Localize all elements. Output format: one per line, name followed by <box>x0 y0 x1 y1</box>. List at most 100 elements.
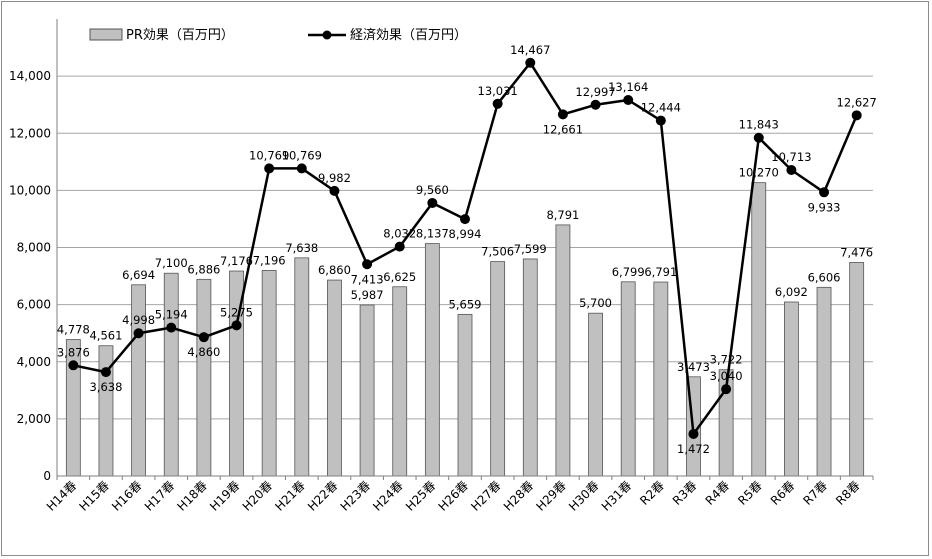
pr-bar <box>163 272 179 477</box>
economic-point-label: 10,769 <box>282 148 322 162</box>
economic-point-label: 13,164 <box>608 80 648 94</box>
legend-marker-economic <box>322 30 332 40</box>
legend-label-pr: PR効果（百万円） <box>126 28 234 43</box>
pr-bar <box>65 339 81 477</box>
economic-point <box>851 110 862 121</box>
economic-point-label: 8,994 <box>449 227 482 241</box>
pr-bar <box>588 312 603 477</box>
economic-point-label: 9,982 <box>318 171 351 185</box>
pr-bar-label: 7,599 <box>514 242 547 256</box>
y-tick-label: 4,000 <box>17 355 51 369</box>
economic-point <box>427 197 438 208</box>
economic-point <box>590 99 601 110</box>
pr-bar-label: 8,137 <box>416 227 449 241</box>
x-tick-label: R6春 <box>768 478 798 508</box>
economic-point <box>557 109 568 120</box>
x-tick-label: R7春 <box>800 478 830 508</box>
economic-point <box>786 165 797 176</box>
pr-bar-label: 5,700 <box>579 296 612 310</box>
economic-point-label: 12,627 <box>837 95 877 109</box>
pr-bar-label: 7,176 <box>220 254 253 268</box>
x-tick-label: H14春 <box>44 478 80 514</box>
pr-bar <box>522 258 538 477</box>
economic-point <box>460 214 470 225</box>
pr-bar <box>359 304 375 477</box>
economic-point <box>231 320 242 331</box>
economic-point <box>492 98 503 109</box>
pr-bar <box>294 257 310 477</box>
x-tick-label: H26春 <box>436 478 472 514</box>
economic-point-label: 3,876 <box>57 345 90 359</box>
pr-bar-label: 6,791 <box>644 265 677 279</box>
pr-bar-label: 7,196 <box>253 253 286 267</box>
pr-bar-label: 6,886 <box>187 262 220 276</box>
economic-point <box>68 360 79 371</box>
pr-bar-label: 5,987 <box>351 288 384 302</box>
economic-point <box>623 95 634 106</box>
pr-bar <box>555 224 571 477</box>
legend-swatch-pr <box>89 28 123 41</box>
economic-point-label: 3,040 <box>710 369 743 383</box>
pr-bar-label: 7,476 <box>840 245 873 259</box>
x-tick-label: H17春 <box>142 478 178 514</box>
economic-point-label: 12,661 <box>543 122 583 136</box>
pr-bar <box>490 261 506 477</box>
pr-bar-label: 3,473 <box>677 360 710 374</box>
x-tick-label: H15春 <box>77 478 113 514</box>
economic-point-label: 9,560 <box>416 183 449 197</box>
economic-point <box>133 328 144 339</box>
pr-bar <box>196 278 212 477</box>
x-tick-label: H18春 <box>174 478 210 514</box>
pr-bar <box>653 281 669 477</box>
economic-point <box>198 332 209 343</box>
x-tick-label: H16春 <box>109 478 145 514</box>
x-tick-label: H27春 <box>468 478 504 514</box>
economic-point <box>394 241 405 252</box>
x-tick-label: H25春 <box>403 478 439 514</box>
economic-point <box>329 185 340 196</box>
y-tick-label: 0 <box>43 469 51 483</box>
economic-point-label: 5,194 <box>155 308 188 322</box>
economic-point-label: 10,713 <box>771 150 811 164</box>
x-tick-label: H29春 <box>533 478 569 514</box>
y-tick-label: 6,000 <box>17 298 51 312</box>
pr-bar <box>392 286 408 477</box>
economic-point <box>100 367 111 378</box>
x-tick-label: R2春 <box>637 478 667 508</box>
y-tick-label: 14,000 <box>9 69 51 83</box>
economic-point <box>296 163 307 174</box>
x-tick-label: H19春 <box>207 478 243 514</box>
x-tick-label: H30春 <box>566 478 602 514</box>
pr-bar <box>457 313 473 477</box>
economic-point-label: 11,843 <box>739 118 779 132</box>
pr-bar-label: 7,638 <box>285 241 318 255</box>
pr-bar-label: 10,270 <box>739 166 779 180</box>
x-tick-label: R5春 <box>735 478 765 508</box>
pr-bar-label: 6,799 <box>612 265 645 279</box>
economic-point-label: 9,933 <box>808 200 841 214</box>
economic-point-label: 12,444 <box>641 101 681 115</box>
pr-bar <box>261 270 277 477</box>
pr-bar-label: 6,092 <box>775 285 808 299</box>
pr-bar <box>424 243 440 477</box>
economic-point <box>525 57 536 68</box>
x-tick-label: H21春 <box>272 478 308 514</box>
legend: PR効果（百万円） 経済効果（百万円） <box>89 27 467 43</box>
pr-bar <box>816 286 832 477</box>
economic-point-label: 4,860 <box>187 345 220 359</box>
x-tick-label: H31春 <box>599 478 635 514</box>
x-tick-label: H24春 <box>370 478 406 514</box>
pr-bar-label: 6,694 <box>122 268 155 282</box>
x-tick-label: R3春 <box>670 478 700 508</box>
pr-bar <box>327 279 342 477</box>
x-tick-label: R4春 <box>703 478 733 508</box>
economic-point <box>362 259 373 270</box>
pr-bar-label: 8,791 <box>546 208 579 222</box>
economic-point <box>655 115 666 126</box>
pr-bar-label: 7,100 <box>155 256 188 270</box>
pr-bar <box>849 262 865 477</box>
economic-point-label: 3,638 <box>89 380 122 394</box>
pr-bar-label: 7,506 <box>481 245 514 259</box>
pr-bar <box>751 182 767 477</box>
